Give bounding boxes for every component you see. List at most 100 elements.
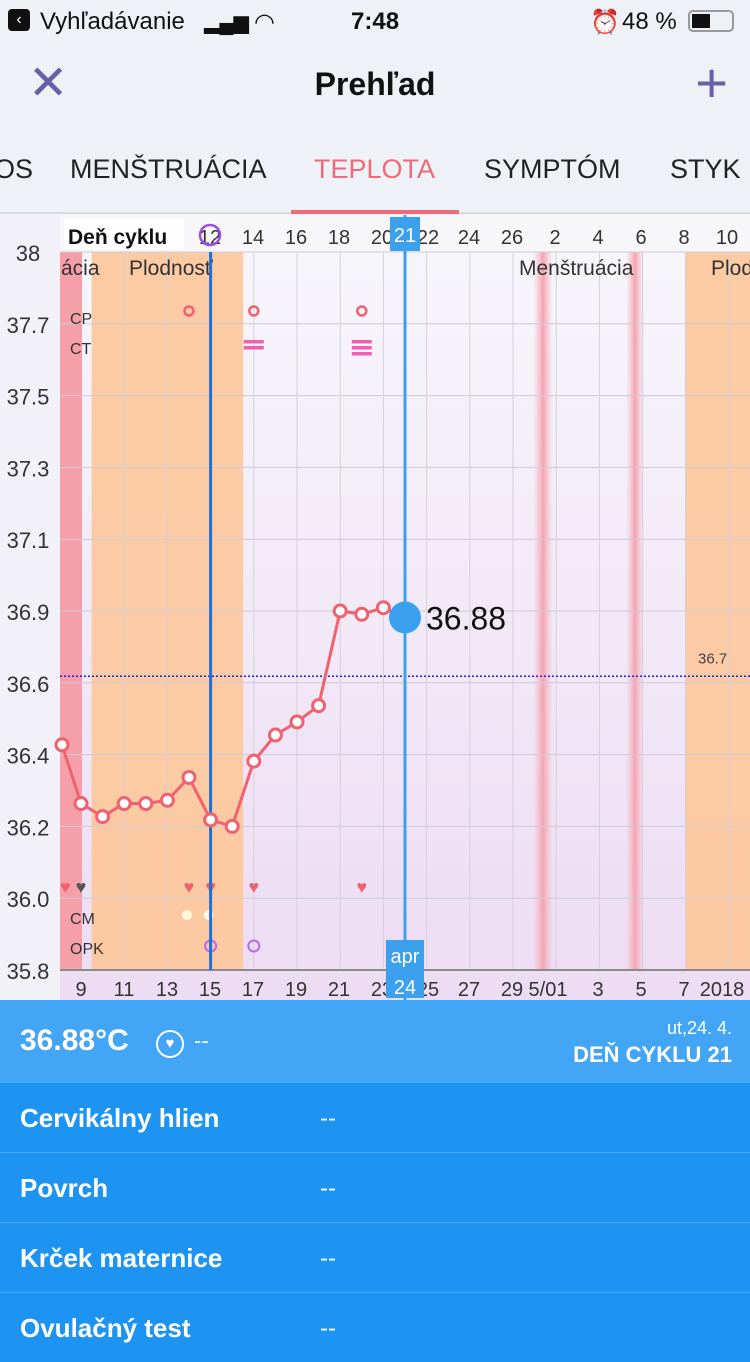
plus-icon[interactable]: + (695, 51, 728, 114)
temperature-point (159, 792, 175, 808)
summary-sex: -- (194, 1028, 209, 1053)
close-icon[interactable]: ✕ (28, 57, 69, 110)
battery-percent: 48 % (622, 8, 677, 35)
selected-cycle-day-badge (390, 217, 420, 251)
cycle-day-tick: 20 (371, 227, 393, 249)
band-label: ácia (61, 257, 100, 280)
tab-os[interactable]: OS (0, 154, 34, 184)
date-tick: 5/01 (529, 979, 568, 1000)
detail-value: -- (320, 1105, 336, 1132)
y-tick-label: 36.0 (7, 887, 50, 912)
row-label-ct: CT (70, 341, 92, 358)
detail-label: Povrch (20, 1173, 109, 1203)
date-tick: 9 (75, 979, 86, 1000)
ct-marker (351, 352, 372, 356)
heart-marker: ♥ (76, 877, 87, 897)
top-axis-label-bg (64, 219, 184, 249)
tab-temperature[interactable]: TEPLOTA (314, 154, 436, 184)
tab-menstruation[interactable]: MENŠTRUÁCIA (70, 154, 267, 184)
cycle-day-tick: 8 (678, 227, 689, 249)
temperature-point (116, 796, 132, 812)
cycle-day-tick: 6 (635, 227, 646, 249)
temperature-point (224, 818, 240, 834)
date-tick: 7 (678, 979, 689, 1000)
page-title: Prehľad (314, 66, 436, 102)
cycle-day-tick: 4 (592, 227, 603, 249)
detail-value: -- (320, 1175, 336, 1202)
temperature-point (267, 727, 283, 743)
summary-temperature: 36.88°C (20, 1024, 129, 1057)
detail-row-cervix[interactable]: Krček maternice -- (0, 1222, 750, 1292)
opk-marker (247, 939, 261, 953)
y-tick-label: 37.1 (7, 528, 50, 553)
cycle-day-tick: 22 (417, 227, 439, 249)
ct-marker (243, 346, 264, 350)
temperature-point (138, 796, 154, 812)
ct-marker (243, 340, 264, 344)
tab-symptom[interactable]: SYMPTÓM (484, 154, 621, 184)
temperature-point (203, 812, 219, 828)
date-tick: 3 (592, 979, 603, 1000)
y-tick-label: 37.3 (7, 456, 50, 481)
date-tick: 19 (285, 979, 307, 1000)
date-tick: 2018 (700, 979, 745, 1000)
temperature-chart[interactable]: 3837.737.537.337.136.936.636.436.236.035… (0, 215, 750, 1000)
temperature-point (95, 809, 111, 825)
heart-marker: ♥ (184, 877, 195, 897)
tab-intercourse[interactable]: STYK (670, 154, 741, 184)
top-axis-label: Deň cyklu (68, 226, 167, 249)
ovulation-day-marker (198, 223, 222, 247)
selected-month: apr (391, 946, 420, 968)
active-tab-indicator (291, 210, 459, 214)
date-tick: 21 (328, 979, 350, 1000)
selected-temperature-label: 36.88 (426, 601, 506, 637)
date-tick: 13 (156, 979, 178, 1000)
date-tick: 27 (458, 979, 480, 1000)
summary-date: ut,24. 4. (666, 1018, 732, 1038)
cp-marker (356, 305, 368, 317)
day-summary: 36.88°C ♥ -- ut,24. 4. DEŇ CYKLU 21 (0, 1000, 750, 1082)
heart-icon: ♥ (156, 1030, 184, 1058)
temperature-point (246, 753, 262, 769)
status-bar: ‹ Vyhľadávanie ▂▄▆ ◠ 7:48 ⏰ 48 % (0, 0, 750, 40)
selected-date-badge (386, 940, 424, 998)
date-tick: 11 (114, 979, 135, 1000)
back-app-label[interactable]: Vyhľadávanie (40, 8, 185, 35)
temperature-point (73, 796, 89, 812)
selected-cycle-day: 21 (394, 225, 416, 247)
detail-label: Ovulačný test (20, 1313, 191, 1343)
row-label-opk: OPK (70, 941, 104, 958)
cycle-day-tick: 26 (501, 227, 523, 249)
detail-row-ovulation-test[interactable]: Ovulačný test -- (0, 1292, 750, 1362)
back-app-icon[interactable]: ‹ (8, 9, 30, 31)
cm-marker (182, 910, 192, 920)
y-tick-label: 37.5 (7, 385, 50, 410)
cycle-day-tick: 24 (458, 227, 480, 249)
date-tick: 5 (635, 979, 646, 1000)
selected-date: 24 (394, 977, 416, 999)
detail-row-surface[interactable]: Povrch -- (0, 1152, 750, 1222)
cp-marker (248, 305, 260, 317)
y-tick-label: 35.8 (7, 959, 50, 984)
battery-icon (688, 10, 734, 32)
selected-temperature-point (389, 601, 421, 634)
alarm-icon: ⏰ (590, 9, 620, 36)
signal-icon: ▂▄▆ (204, 12, 249, 34)
ct-marker (351, 346, 372, 350)
band-label: Plodnosť (129, 257, 214, 280)
detail-row-cervical-mucus[interactable]: Cervikálny hlien -- (0, 1082, 750, 1152)
detail-value: -- (320, 1245, 336, 1272)
temperature-point (332, 603, 348, 619)
temperature-point (354, 606, 370, 622)
ct-marker (351, 340, 372, 344)
cycle-day-tick: 14 (242, 227, 264, 249)
date-tick: 15 (199, 979, 221, 1000)
y-tick-label: 36.2 (7, 815, 50, 840)
temperature-point (311, 698, 327, 714)
band-label: Menštruácia (519, 257, 634, 280)
y-tick-label: 36.9 (7, 600, 50, 625)
detail-label: Krček maternice (20, 1243, 223, 1273)
y-tick-label: 36.4 (7, 744, 50, 769)
row-label-cp: CP (70, 311, 92, 328)
temperature-line (60, 606, 384, 829)
